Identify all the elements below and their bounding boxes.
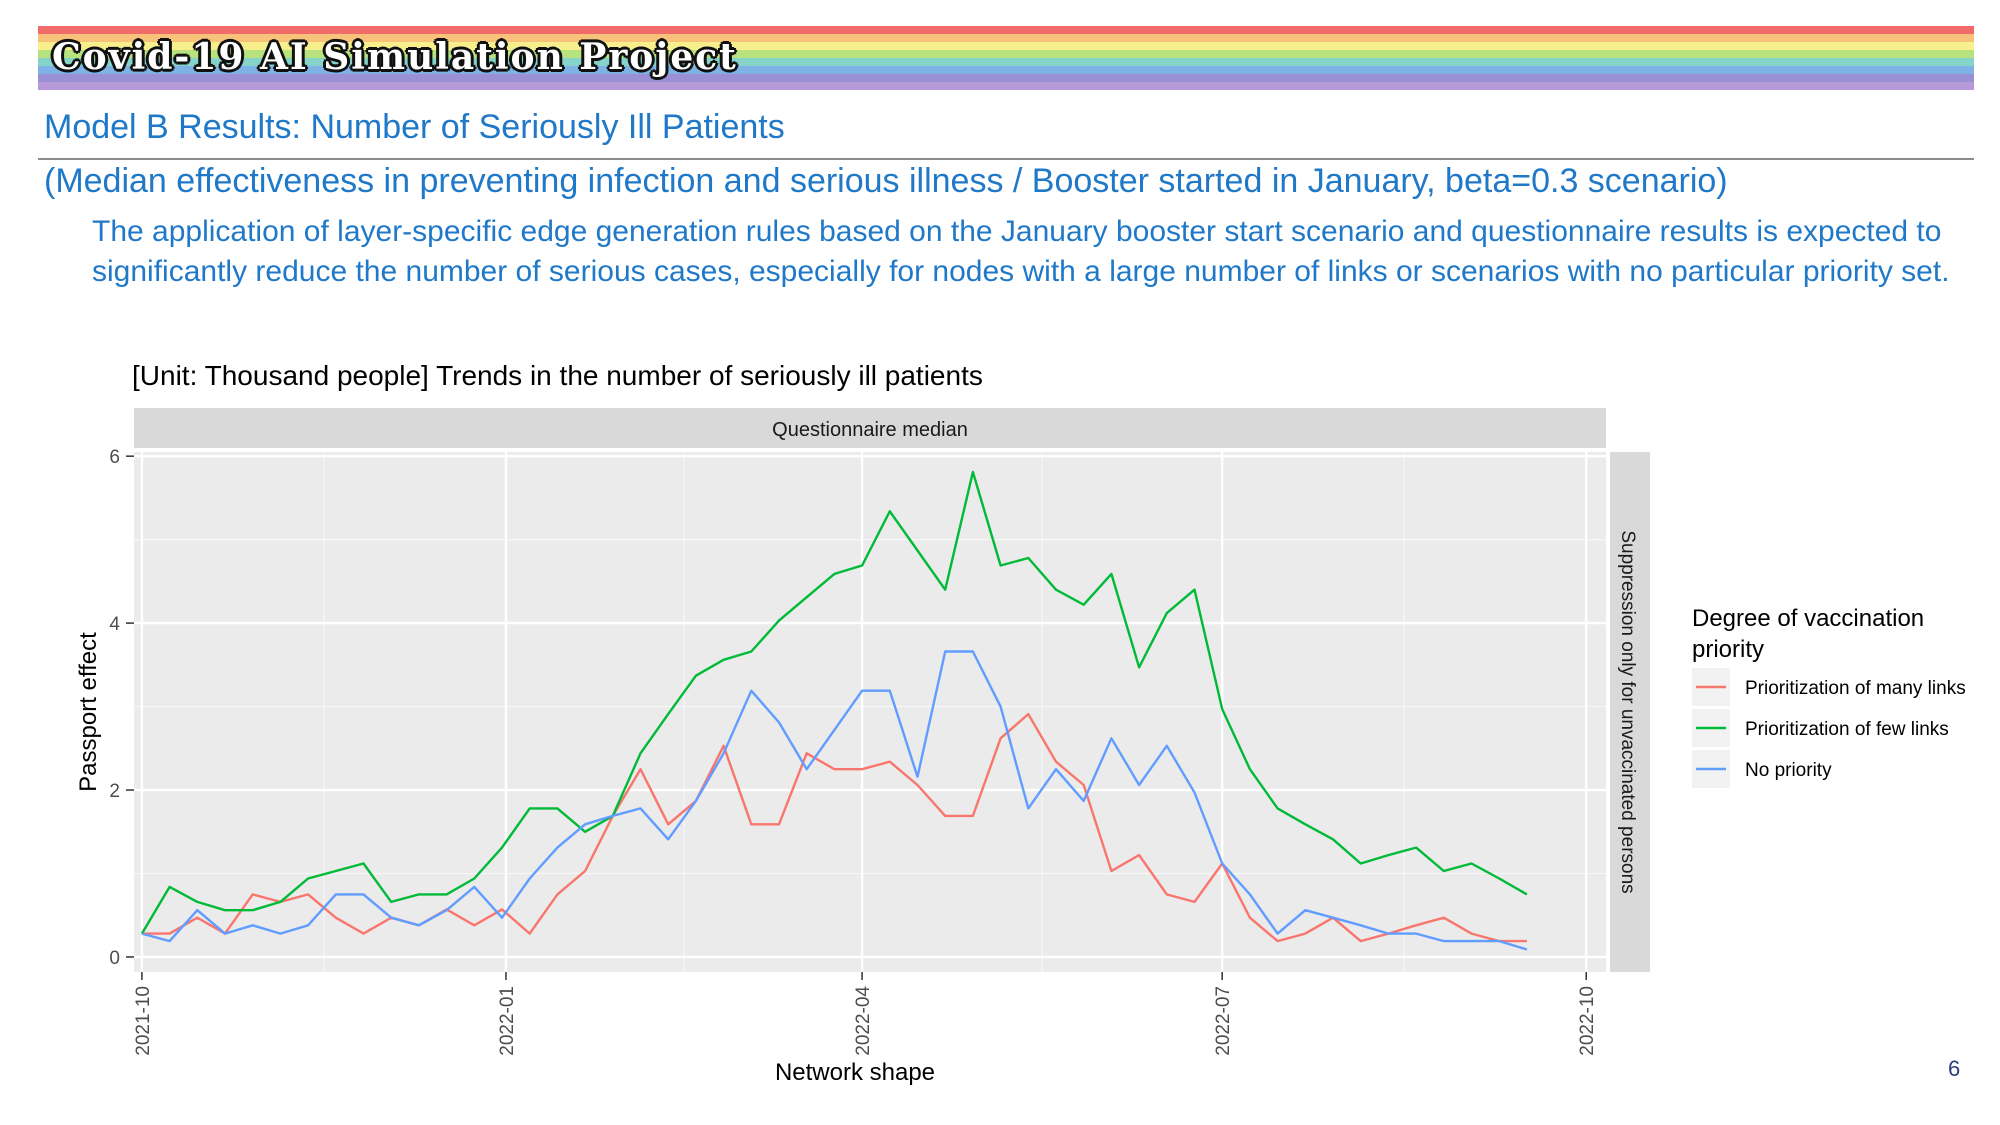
major-gridlines [134, 452, 1606, 972]
legend-title: Degree of vaccination priority [1692, 605, 1931, 663]
facet-label-top: Questionnaire median [772, 419, 968, 441]
y-tick-label: 4 [109, 614, 120, 635]
series-line-3 [141, 650, 1528, 951]
project-title: Covid-19 AI Simulation Project [52, 36, 738, 78]
legend-entry: Prioritization of few links [1745, 719, 1949, 740]
banner-stripe [38, 66, 1974, 74]
y-tick-label: 0 [109, 948, 120, 969]
y-tick-label: 6 [109, 447, 120, 468]
banner-stripe [38, 26, 1974, 34]
legend-entry: No priority [1745, 760, 1832, 781]
x-tick-label: 2022-07 [1213, 986, 1234, 1056]
banner-stripe [38, 58, 1974, 66]
page-title: Model B Results: Number of Seriously Ill… [44, 108, 785, 146]
x-axis: 2021-10 2022-01 2022-04 2022-07 2022-10 [133, 972, 1598, 1056]
title-divider [38, 158, 1974, 160]
page-number: 6 [1948, 1056, 1961, 1081]
facet-strip-right [1610, 452, 1650, 972]
y-tick-label: 2 [109, 781, 120, 802]
minor-gridlines [134, 452, 1606, 972]
title-banner [38, 26, 1974, 90]
chart-title: [Unit: Thousand people] Trends in the nu… [132, 360, 983, 391]
x-axis-label: Network shape [775, 1059, 935, 1086]
series-lines [140, 470, 1528, 951]
page-subtitle: (Median effectiveness in preventing infe… [44, 162, 1728, 200]
facet-label-right: Suppression only for unvaccinated person… [1617, 530, 1638, 893]
banner-stripe [38, 34, 1974, 42]
series-line-2 [140, 470, 1528, 935]
description-text: The application of layer-specific edge g… [92, 215, 1950, 288]
x-tick-label: 2022-01 [497, 986, 518, 1056]
x-tick-label: 2021-10 [133, 986, 154, 1056]
y-axis-label: Passport effect [75, 632, 102, 792]
x-tick-label: 2022-10 [1577, 986, 1598, 1056]
banner-stripe [38, 74, 1974, 82]
banner-stripe [38, 42, 1974, 50]
legend-entry: Prioritization of many links [1745, 678, 1966, 699]
y-axis: 0 2 4 6 [109, 447, 134, 969]
facet-strip-top [134, 408, 1606, 448]
legend: Prioritization of many links Prioritizati… [1692, 668, 1966, 788]
series-line-1 [141, 712, 1527, 943]
x-tick-label: 2022-04 [853, 986, 874, 1056]
banner-stripe [38, 82, 1974, 90]
banner-stripe [38, 50, 1974, 58]
